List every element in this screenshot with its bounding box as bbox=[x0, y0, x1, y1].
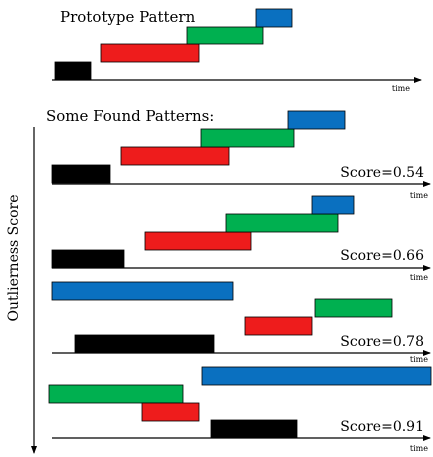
pattern-3-bar-blue bbox=[51, 281, 234, 301]
pattern-3: Score=0.78 time bbox=[51, 281, 431, 364]
pattern-1-score: Score=0.54 bbox=[340, 165, 424, 181]
pattern-4: Score=0.91 time bbox=[48, 366, 432, 453]
pattern-2-bar-green bbox=[225, 213, 339, 233]
prototype-bar-black bbox=[54, 61, 92, 81]
outlierness-label: Outlierness Score bbox=[6, 194, 22, 321]
pattern-1-time-label: time bbox=[410, 191, 428, 200]
prototype-title: Prototype Pattern bbox=[60, 8, 196, 26]
pattern-2: Score=0.66 time bbox=[51, 195, 431, 282]
pattern-4-bar-red bbox=[141, 402, 200, 422]
pattern-2-bar-black bbox=[51, 249, 125, 269]
pattern-4-time-label: time bbox=[410, 444, 428, 453]
found-title: Some Found Patterns: bbox=[46, 107, 214, 125]
pattern-2-bar-blue bbox=[311, 195, 355, 215]
pattern-3-time-label: time bbox=[410, 355, 428, 364]
pattern-1: Score=0.54 time bbox=[51, 110, 431, 200]
prototype-bar-green bbox=[186, 26, 264, 45]
pattern-3-bar-green bbox=[314, 298, 393, 318]
pattern-2-bar-red bbox=[144, 231, 252, 251]
outlierness-axis: Outlierness Score bbox=[6, 127, 37, 454]
pattern-3-bar-red bbox=[244, 316, 313, 336]
prototype-timeline: time bbox=[52, 8, 422, 93]
pattern-1-bar-red bbox=[120, 146, 230, 166]
prototype-bar-blue bbox=[255, 8, 293, 28]
pattern-2-time-label: time bbox=[410, 273, 428, 282]
pattern-3-score: Score=0.78 bbox=[340, 334, 424, 350]
pattern-1-bar-green bbox=[200, 128, 295, 148]
pattern-3-bar-black bbox=[74, 334, 215, 354]
prototype-bar-red bbox=[100, 43, 200, 63]
pattern-4-score: Score=0.91 bbox=[340, 419, 424, 435]
pattern-1-bar-blue bbox=[287, 110, 346, 130]
pattern-4-bar-blue bbox=[201, 366, 432, 386]
pattern-2-score: Score=0.66 bbox=[340, 248, 424, 264]
pattern-4-bar-black bbox=[210, 419, 298, 439]
pattern-1-bar-black bbox=[51, 164, 111, 184]
pattern-4-bar-green bbox=[48, 384, 184, 404]
prototype-time-label: time bbox=[392, 84, 410, 93]
